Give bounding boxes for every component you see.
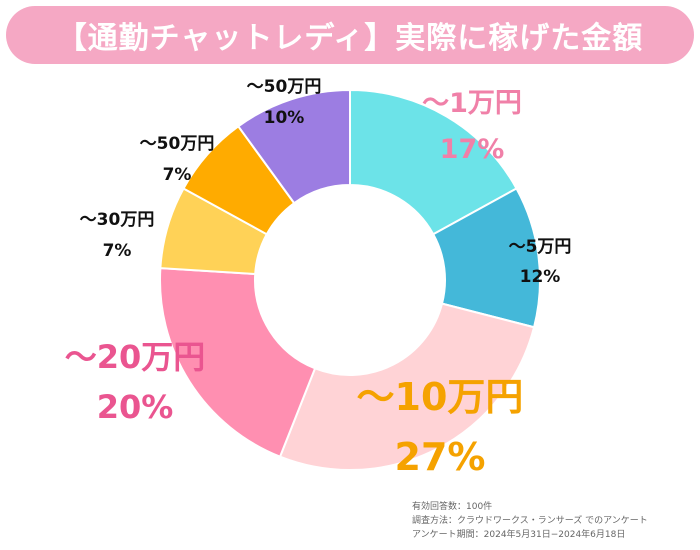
slice-value-label-3: 27%	[395, 435, 486, 479]
slice-label-2: 〜5万円	[509, 237, 572, 257]
slice-label-1: 〜1万円	[422, 88, 522, 119]
footnote-period: アンケート期間：2024年5月31日−2024年6月18日	[412, 530, 626, 540]
slice-value-label-4: 20%	[97, 388, 174, 426]
chart-title: 【通勤チャットレディ】実際に稼げた金額	[56, 21, 644, 56]
donut-slice-7	[236, 88, 351, 205]
footnote-respondents: 有効回答数：100件	[412, 502, 493, 512]
chart-slices	[159, 88, 541, 471]
slice-label-3: 〜10万円	[357, 375, 524, 419]
slice-value-label-1: 17%	[440, 134, 505, 165]
footnote-method: 調査方法：クラウドワークス・ランサーズ でのアンケート	[412, 516, 648, 526]
slice-label-6: 〜50万円	[140, 134, 215, 154]
slice-label-7: 〜50万円	[247, 77, 322, 97]
donut-slice-3	[278, 302, 536, 471]
slice-value-label-5: 7%	[103, 241, 132, 261]
donut-slice-1	[349, 88, 518, 236]
slice-value-label-2: 12%	[520, 267, 561, 287]
slice-label-5: 〜30万円	[80, 210, 155, 230]
slice-value-label-6: 7%	[163, 165, 192, 185]
slice-label-4: 〜20万円	[65, 338, 206, 376]
donut-slice-4	[159, 267, 317, 458]
survey-footnote: 有効回答数：100件 調査方法：クラウドワークス・ランサーズ でのアンケート ア…	[412, 500, 648, 542]
slice-value-label-7: 10%	[264, 108, 305, 128]
chart-labels: 〜1万円 17% 〜5万円 12% 〜10万円 27% 〜20万円 20% 〜30万円 7% 〜50…	[65, 77, 572, 479]
title-banner: 【通勤チャットレディ】実際に稼げた金額	[6, 6, 694, 64]
